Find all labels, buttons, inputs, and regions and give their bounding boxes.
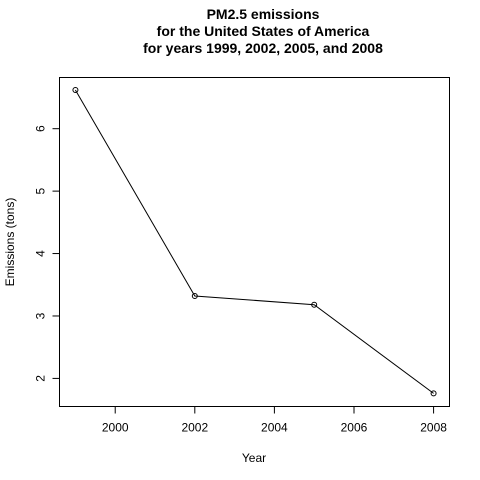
x-tick-label: 2000 xyxy=(102,421,129,435)
plot-frame xyxy=(59,77,450,407)
data-point-2002 xyxy=(191,293,198,300)
y-tick-label: 2 xyxy=(34,375,48,382)
chart-title: PM2.5 emissions for the United States of… xyxy=(143,6,383,56)
data-point-1999 xyxy=(72,86,79,93)
x-tick-label: 2008 xyxy=(420,421,447,435)
x-tick-label: 2006 xyxy=(341,421,368,435)
x-axis: 2000 2002 2004 2006 2008 xyxy=(102,406,447,435)
data-point-2005 xyxy=(311,301,318,308)
y-tick-label: 3 xyxy=(34,312,48,319)
y-axis-label: Emissions (tons) xyxy=(3,198,17,287)
x-axis-label: Year xyxy=(242,451,266,465)
y-axis: 2 3 4 5 6 xyxy=(34,125,60,382)
chart-title-line-2: for the United States of America xyxy=(157,23,370,39)
x-tick-label: 2002 xyxy=(181,421,208,435)
data-point-2008 xyxy=(430,390,437,397)
x-tick-label: 2004 xyxy=(261,421,288,435)
chart-title-line-1: PM2.5 emissions xyxy=(207,6,320,22)
y-tick-label: 4 xyxy=(34,250,48,257)
y-tick-label: 5 xyxy=(34,187,48,194)
series-emissions xyxy=(72,86,437,397)
chart-title-line-3: for years 1999, 2002, 2005, and 2008 xyxy=(143,40,383,56)
y-tick-label: 6 xyxy=(34,125,48,132)
series-line xyxy=(74,89,434,394)
